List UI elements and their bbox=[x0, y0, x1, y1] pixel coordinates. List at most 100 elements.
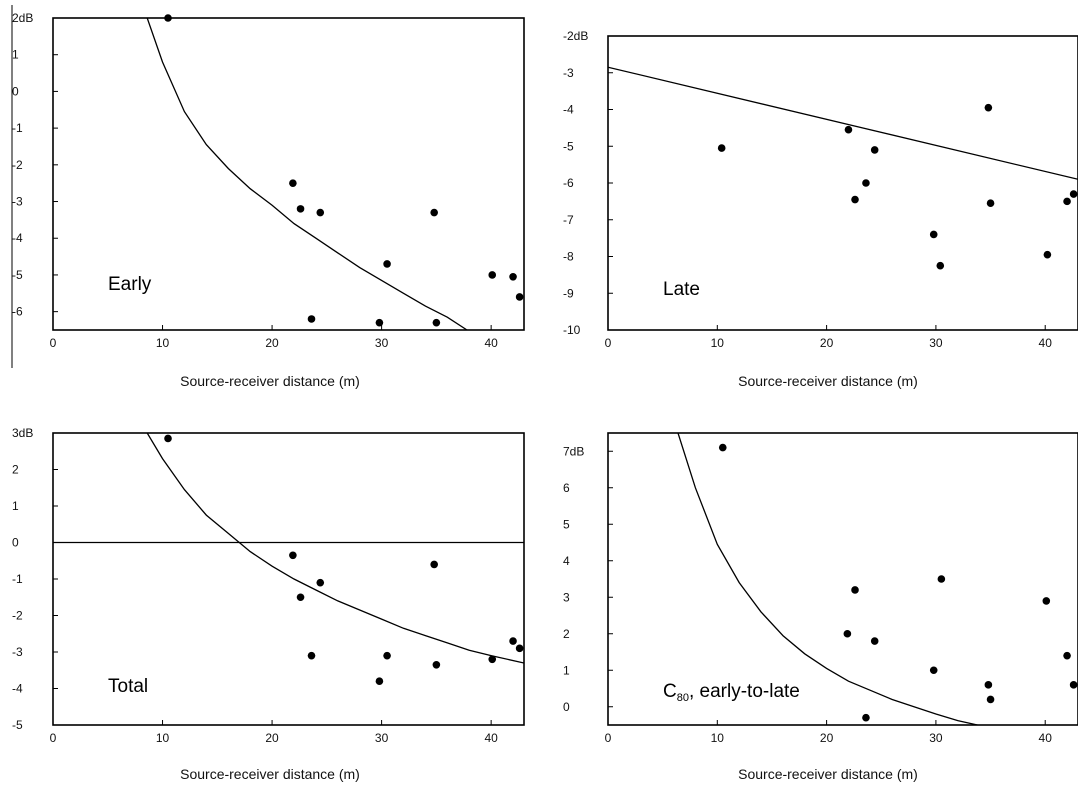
data-point bbox=[289, 551, 297, 560]
y-tick-label: 3dB bbox=[12, 426, 33, 440]
y-tick-label: -6 bbox=[12, 305, 23, 319]
y-tick-label: 5 bbox=[563, 517, 570, 531]
y-tick-label: 7dB bbox=[563, 444, 584, 458]
x-tick-label: 40 bbox=[1039, 336, 1053, 350]
x-tick-label: 10 bbox=[711, 731, 725, 745]
x-tick-label: 40 bbox=[484, 731, 498, 745]
x-tick-label: 0 bbox=[50, 731, 57, 745]
y-tick-label: -2 bbox=[12, 158, 23, 172]
panel-label: Late bbox=[663, 279, 700, 300]
data-point bbox=[929, 230, 938, 239]
data-point bbox=[432, 660, 441, 669]
data-point bbox=[984, 681, 993, 689]
data-point bbox=[1063, 651, 1071, 660]
y-tick-label: -10 bbox=[563, 323, 581, 337]
data-point bbox=[1042, 597, 1051, 605]
x-axis-label: Source-receiver distance (m) bbox=[180, 766, 360, 782]
data-point bbox=[289, 179, 297, 187]
fit-curve bbox=[677, 433, 978, 725]
y-tick-label: -8 bbox=[563, 250, 574, 264]
y-tick-label: 1 bbox=[12, 499, 19, 513]
panel-late: 0 10 20 30 40 -2dB -3 -4 -5 -6 -7 -8 -9 -10 Late Source… bbox=[563, 29, 1078, 389]
data-point bbox=[375, 318, 384, 327]
y-tick-label: 0 bbox=[12, 84, 19, 98]
data-point bbox=[375, 677, 384, 685]
fit-curve bbox=[146, 433, 524, 664]
x-tick-label: 30 bbox=[375, 731, 389, 745]
y-tick-label: 1 bbox=[12, 48, 19, 62]
data-point bbox=[430, 208, 438, 217]
data-point bbox=[718, 443, 727, 452]
data-point bbox=[296, 205, 305, 213]
data-point bbox=[984, 103, 993, 112]
data-point bbox=[851, 586, 859, 594]
data-point bbox=[316, 208, 325, 217]
x-tick-label: 30 bbox=[375, 336, 389, 350]
y-tick-label: 0 bbox=[563, 700, 570, 714]
data-point bbox=[844, 125, 853, 134]
x-tick-label: 30 bbox=[929, 336, 943, 350]
data-point bbox=[986, 695, 995, 704]
data-point bbox=[488, 655, 497, 664]
x-tick-label: 30 bbox=[929, 731, 943, 745]
y-tick-label: -5 bbox=[12, 718, 23, 732]
x-axis-label: Source-receiver distance (m) bbox=[180, 373, 360, 389]
y-tick-label: 2 bbox=[12, 463, 19, 477]
data-point bbox=[936, 261, 945, 270]
y-tick-label: -2dB bbox=[563, 29, 588, 43]
panel-label: C80, early-to-late bbox=[663, 681, 800, 704]
x-axis-label: Source-receiver distance (m) bbox=[738, 373, 918, 389]
panel-total: 0 10 20 30 403dB210-1-2-3-4-5TotalSource-rec… bbox=[12, 426, 525, 782]
data-point bbox=[432, 318, 441, 327]
x-tick-label: 0 bbox=[50, 336, 57, 350]
y-tick-label: -9 bbox=[563, 286, 574, 300]
y-tick-label: -2 bbox=[12, 609, 23, 623]
data-point bbox=[515, 644, 524, 653]
data-point bbox=[1063, 197, 1071, 206]
data-point bbox=[843, 629, 852, 638]
data-point bbox=[307, 651, 316, 660]
plot-frame bbox=[52, 17, 525, 331]
x-tick-label: 10 bbox=[156, 336, 170, 350]
data-point bbox=[937, 575, 946, 583]
y-tick-label: -4 bbox=[12, 231, 23, 245]
data-point bbox=[862, 713, 870, 722]
x-tick-label: 0 bbox=[605, 336, 612, 350]
data-point bbox=[515, 293, 524, 301]
panel-label: Total bbox=[108, 676, 148, 697]
plot-frame bbox=[607, 432, 1078, 726]
y-tick-label: -3 bbox=[12, 645, 23, 659]
data-point bbox=[851, 195, 859, 204]
x-tick-label: 0 bbox=[605, 731, 612, 745]
data-point bbox=[307, 315, 316, 323]
x-tick-label: 10 bbox=[156, 731, 170, 745]
y-tick-label: -4 bbox=[563, 103, 574, 117]
y-tick-label: -5 bbox=[12, 268, 23, 282]
y-tick-label: 4 bbox=[563, 554, 570, 568]
x-tick-label: 20 bbox=[820, 731, 834, 745]
y-tick-label: 1 bbox=[563, 663, 570, 677]
y-tick-label: -6 bbox=[563, 176, 574, 190]
fit-curve bbox=[608, 66, 1078, 180]
y-tick-label: -3 bbox=[563, 66, 574, 80]
y-tick-label: -4 bbox=[12, 682, 23, 696]
data-point bbox=[164, 14, 172, 22]
data-point bbox=[1043, 250, 1052, 259]
fit-curve bbox=[146, 18, 468, 330]
y-tick-label: -1 bbox=[12, 572, 23, 586]
data-point bbox=[929, 666, 938, 675]
x-tick-label: 10 bbox=[711, 336, 725, 350]
data-point bbox=[296, 593, 305, 602]
y-tick-label: 6 bbox=[563, 481, 570, 495]
y-tick-label: 2dB bbox=[12, 11, 33, 25]
y-tick-label: 0 bbox=[12, 536, 19, 550]
panel-label: Early bbox=[108, 274, 152, 295]
data-point bbox=[717, 144, 726, 152]
data-point bbox=[488, 271, 497, 279]
x-tick-label: 40 bbox=[1039, 731, 1053, 745]
x-axis-label: Source-receiver distance (m) bbox=[738, 766, 918, 782]
data-point bbox=[862, 179, 870, 187]
data-point bbox=[430, 560, 438, 569]
